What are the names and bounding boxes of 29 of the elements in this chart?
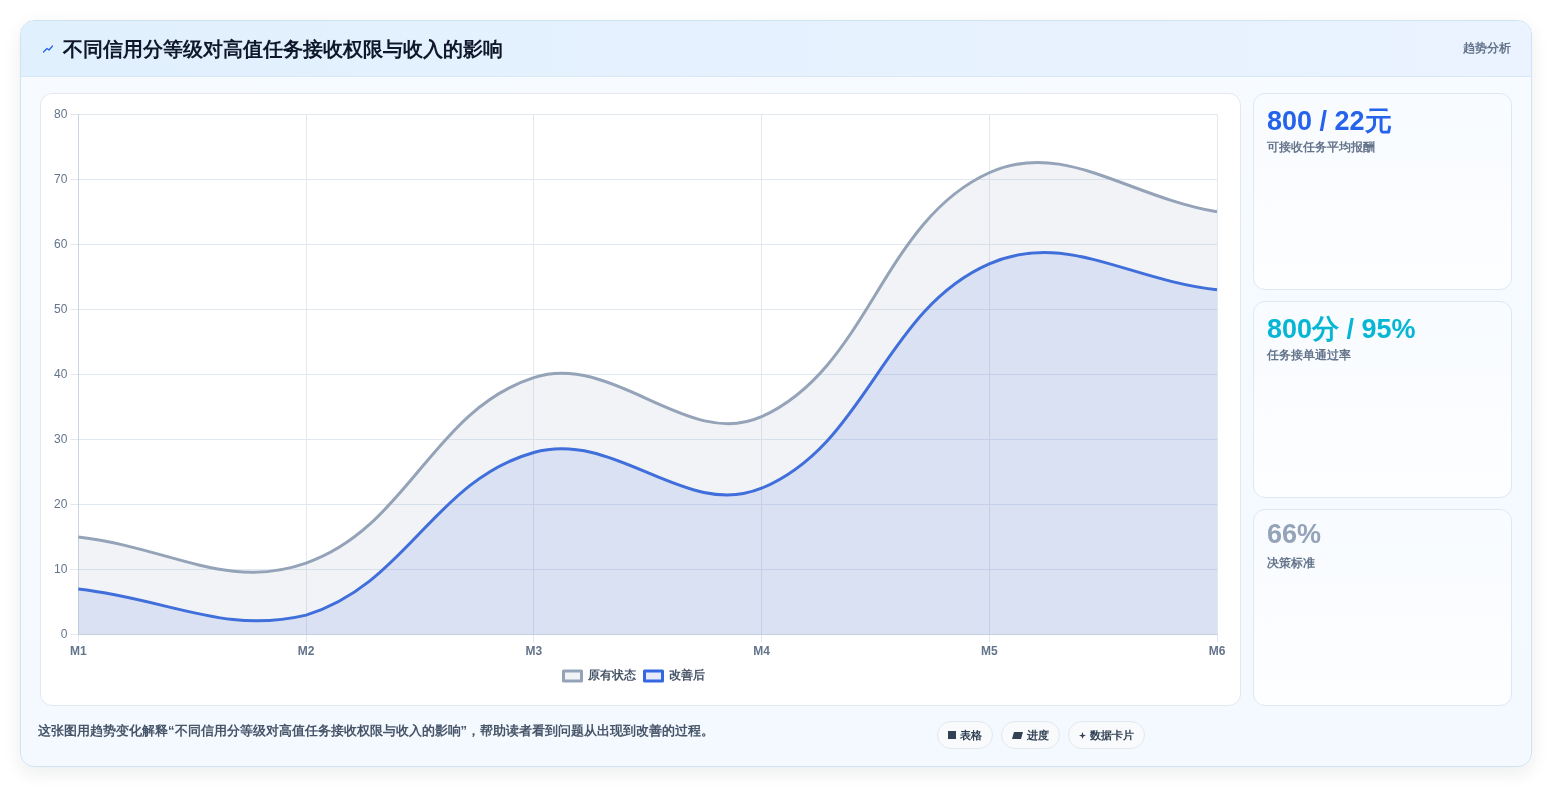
y-tick-label: 30 — [53, 431, 68, 446]
text: 数据卡片 — [1090, 727, 1134, 743]
text: 66% — [1267, 519, 1322, 550]
y-tick-label: 10 — [53, 561, 68, 576]
text: 决策标准 — [1267, 555, 1315, 572]
legend-label: 改善后 — [668, 668, 705, 683]
y-tick-label: 50 — [53, 301, 68, 316]
x-tick-label: M2 — [297, 644, 315, 659]
text: 800 / 22元 — [1267, 105, 1392, 138]
x-tick-label: M6 — [1208, 644, 1226, 659]
y-tick-label: 80 — [53, 106, 68, 121]
x-tick-label: M4 — [753, 644, 771, 659]
y-tick-label: 70 — [53, 171, 68, 186]
y-tick-label: 0 — [60, 626, 68, 641]
text: 800分 / 95% — [1267, 313, 1416, 346]
text: 这张图用趋势变化解释“不同信用分等级对高值任务接收权限与收入的影响”，帮助读者看到问题从出现到改善的过程。 — [38, 722, 714, 740]
y-tick-label: 20 — [53, 496, 68, 511]
x-tick-label: M3 — [525, 644, 543, 659]
text: 表格 — [960, 727, 982, 743]
text: 任务接单通过率 — [1267, 347, 1351, 364]
x-tick-label: M5 — [980, 644, 998, 659]
y-tick-label: 40 — [53, 366, 68, 381]
y-tick-label: 60 — [53, 236, 68, 251]
text: 趋势分析 — [1463, 40, 1511, 57]
text: 进度 — [1027, 727, 1049, 743]
chart-title: 不同信用分等级对高值任务接收权限与收入的影响 — [63, 37, 503, 62]
text: 可接收任务平均报酬 — [1267, 139, 1375, 156]
legend-label: 原有状态 — [586, 668, 637, 683]
x-tick-label: M1 — [70, 644, 88, 659]
